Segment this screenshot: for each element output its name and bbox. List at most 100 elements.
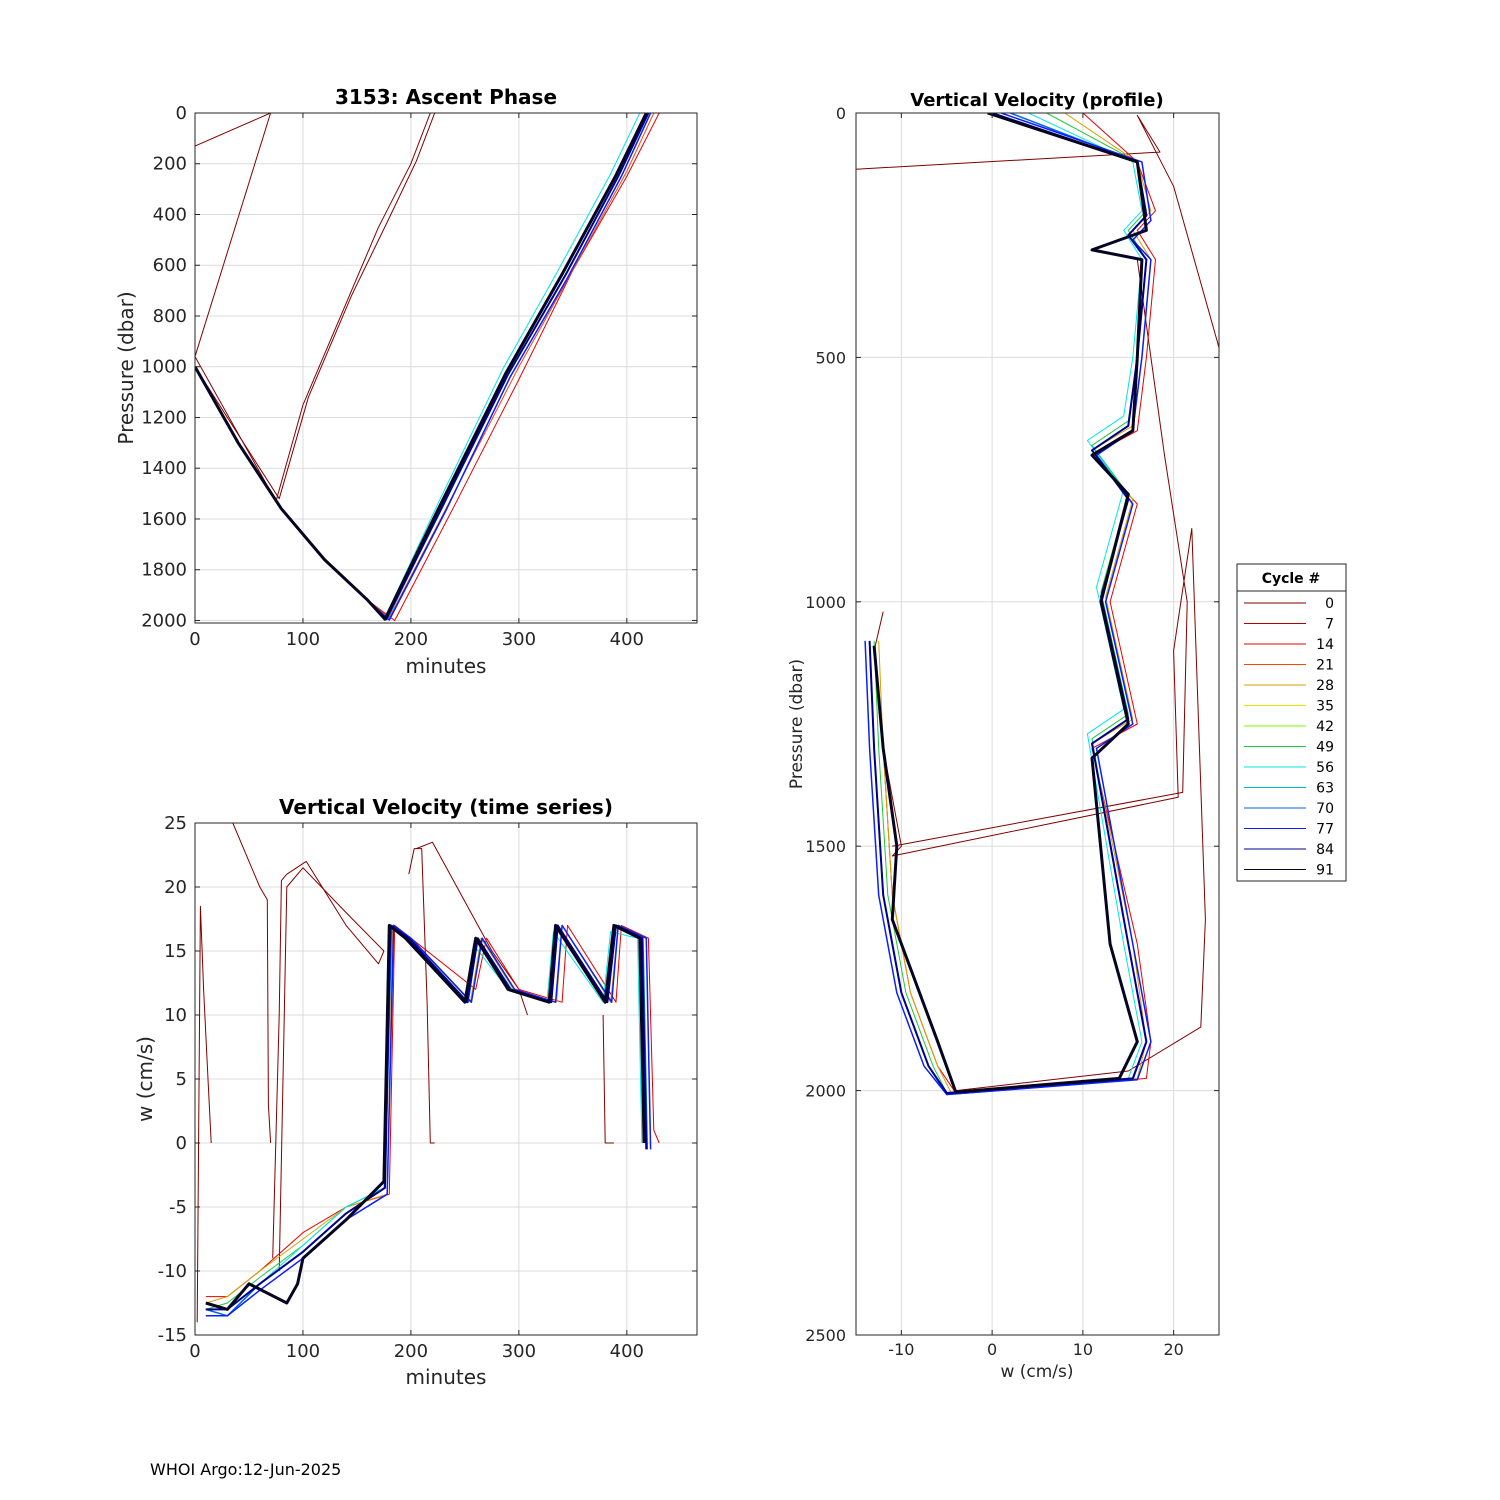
legend-label: 84 [1316,842,1334,858]
series-line [602,1014,614,1144]
x-tick-label: 300 [502,629,536,650]
y-tick-label: 10 [164,1005,187,1026]
series-line [872,113,1148,1094]
x-tick-label: 400 [610,629,644,650]
x-tick-label: 100 [286,629,320,650]
y-tick-label: 15 [164,941,187,962]
x-tick-label: 400 [610,1341,644,1362]
y-tick-label: 400 [153,204,187,225]
legend-label: 91 [1316,863,1334,879]
timeseries-title: Vertical Velocity (time series) [279,795,613,819]
timeseries-panel: 0 100 200 300 400 -15 -10 -5 0 5 10 15 20 25 Vertical… [133,795,698,1389]
x-tick-label: 10 [1073,1340,1093,1359]
y-tick-label: 1400 [141,458,187,479]
series-line [205,924,648,1311]
ascent-series [195,113,660,621]
series-line [878,113,1152,1094]
footer-text: WHOI Argo:12-Jun-2025 [150,1460,342,1479]
series-line [196,905,212,1323]
y-tick-label: 2000 [141,610,187,631]
x-tick-label: 200 [394,629,428,650]
y-tick-label: -10 [158,1261,187,1282]
y-tick-label: 20 [164,877,187,898]
ascent-ylabel: Pressure (dbar) [114,291,138,444]
profile-ylabel: Pressure (dbar) [787,659,807,789]
series-line [232,823,272,1144]
y-tick-label: 1000 [805,593,846,612]
y-tick-label: 800 [153,306,187,327]
series-line [195,113,436,500]
y-tick-label: 200 [153,154,187,175]
y-tick-label: 0 [176,103,187,124]
legend: Cycle # 0 7 14 21 28 35 42 49 56 63 70 77 84 91 [1236,563,1347,882]
profile-xlabel: w (cm/s) [1000,1362,1073,1382]
series-line [892,259,1188,847]
series-line [408,848,435,1144]
series-line [864,113,1152,1096]
profile-ticks: -10 0 10 20 0 500 1000 1500 2000 2500 [805,104,1219,1359]
x-tick-label: 200 [394,1341,428,1362]
y-tick-label: 1200 [141,407,187,428]
legend-label: 77 [1316,822,1334,838]
y-tick-label: 2500 [805,1326,846,1345]
y-tick-label: 0 [836,104,846,123]
series-line [195,113,272,357]
y-tick-label: 25 [164,813,187,834]
legend-label: 56 [1316,760,1334,776]
y-tick-label: 1800 [141,560,187,581]
legend-label: 49 [1316,740,1334,756]
y-tick-label: 5 [176,1069,187,1090]
series-line [873,113,1147,1094]
y-tick-label: 1000 [141,357,187,378]
profile-title: Vertical Velocity (profile) [910,90,1164,111]
ascent-title: 3153: Ascent Phase [335,85,557,109]
profile-axes-box [855,112,1220,1336]
legend-entries: 0 7 14 21 28 35 42 49 56 63 70 77 84 91 [1244,596,1334,879]
legend-label: 14 [1316,637,1334,653]
legend-label: 0 [1325,596,1334,612]
y-tick-label: -5 [169,1197,187,1218]
series-line [205,924,660,1298]
legend-label: 63 [1316,781,1334,797]
profile-panel: -10 0 10 20 0 500 1000 1500 2000 2500 Vertical Ve… [787,90,1220,1382]
y-tick-label: 2000 [805,1082,846,1101]
ascent-panel: 0 100 200 300 400 0 200 400 600 800 1000 1200 1400 16… [114,85,698,678]
y-tick-label: 600 [153,255,187,276]
timeseries-ticks: 0 100 200 300 400 -15 -10 -5 0 5 10 15 20 25 [158,813,697,1362]
y-tick-label: 1600 [141,509,187,530]
x-tick-label: 0 [987,1340,997,1359]
series-group [195,113,660,621]
x-tick-label: 0 [189,629,200,650]
x-tick-label: 0 [189,1341,200,1362]
series-line [205,924,652,1317]
series-line [205,923,646,1311]
legend-label: 7 [1325,617,1334,633]
series-line [416,841,528,1016]
profile-plot-area [856,113,1219,1335]
legend-title: Cycle # [1262,571,1321,587]
x-tick-label: 20 [1163,1340,1183,1359]
legend-label: 35 [1316,699,1334,715]
y-tick-label: 1500 [805,837,846,856]
y-tick-label: -15 [158,1325,187,1346]
series-group [856,113,1219,1096]
series-group [196,823,660,1323]
series-line [278,867,385,1272]
ascent-xlabel: minutes [406,654,487,678]
series-line [195,113,648,621]
series-line [856,114,1219,348]
timeseries-series [196,823,660,1323]
timeseries-ylabel: w (cm/s) [133,1036,157,1122]
ascent-axes-box [194,112,698,624]
legend-label: 42 [1316,719,1334,735]
legend-label: 28 [1316,678,1334,694]
legend-label: 21 [1316,658,1334,674]
x-tick-label: -10 [888,1340,914,1359]
ascent-plot-area [195,113,697,623]
legend-label: 70 [1316,801,1334,817]
y-tick-label: 0 [176,1133,187,1154]
series-line [272,860,385,1259]
y-tick-label: 500 [815,348,846,367]
x-tick-label: 300 [502,1341,536,1362]
